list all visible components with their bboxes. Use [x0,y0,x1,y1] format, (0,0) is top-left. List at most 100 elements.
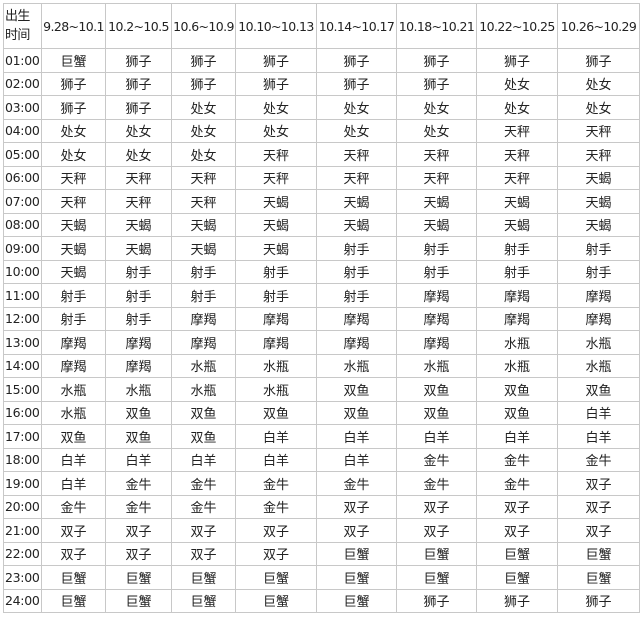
sign-cell: 金牛 [316,471,397,496]
sign-cell: 巨蟹 [557,565,640,590]
sign-cell: 水瓶 [557,330,640,355]
sign-cell: 处女 [235,118,317,143]
sign-cell: 双子 [557,518,640,543]
sign-cell: 白羊 [396,424,477,449]
sign-cell: 水瓶 [105,377,172,402]
ascendant-table: 出生时间 9.28~10.1 10.2~10.5 10.6~10.9 10.10~10… [3,3,640,613]
sign-cell: 水瓶 [171,377,236,402]
sign-cell: 天秤 [171,189,236,214]
sign-cell: 摩羯 [316,330,397,355]
birth-time-cell: 09:00 [3,236,42,261]
birth-time-cell: 17:00 [3,424,42,449]
sign-cell: 狮子 [396,48,477,73]
table-row: 08:00 天蝎 天蝎 天蝎 天蝎 天蝎 天蝎 天蝎 天蝎 [3,212,640,237]
sign-cell: 射手 [396,259,477,284]
sign-cell: 摩羯 [171,306,236,331]
birth-time-cell: 07:00 [3,189,42,214]
sign-cell: 白羊 [557,400,640,425]
sign-cell: 狮子 [105,48,172,73]
sign-cell: 摩羯 [396,330,477,355]
sign-cell: 天蝎 [171,212,236,237]
sign-cell: 射手 [105,283,172,308]
sign-cell: 巨蟹 [171,588,236,613]
sign-cell: 射手 [41,283,106,308]
sign-cell: 射手 [105,306,172,331]
sign-cell: 白羊 [235,424,317,449]
sign-cell: 水瓶 [316,353,397,378]
sign-cell: 狮子 [476,48,558,73]
date-range-header: 10.2~10.5 [105,3,172,49]
table-row: 07:00 天秤 天秤 天秤 天蝎 天蝎 天蝎 天蝎 天蝎 [3,189,640,214]
sign-cell: 狮子 [316,48,397,73]
sign-cell: 巨蟹 [105,565,172,590]
birth-time-cell: 22:00 [3,541,42,566]
sign-cell: 处女 [105,118,172,143]
sign-cell: 摩羯 [235,330,317,355]
sign-cell: 天蝎 [557,212,640,237]
birth-time-cell: 03:00 [3,95,42,120]
table-row: 04:00 处女 处女 处女 处女 处女 处女 天秤 天秤 [3,118,640,143]
sign-cell: 白羊 [316,424,397,449]
sign-cell: 射手 [316,236,397,261]
sign-cell: 天秤 [171,165,236,190]
sign-cell: 摩羯 [557,283,640,308]
sign-cell: 摩羯 [476,283,558,308]
table-row: 14:00 摩羯 摩羯 水瓶 水瓶 水瓶 水瓶 水瓶 水瓶 [3,353,640,378]
sign-cell: 处女 [41,142,106,167]
sign-cell: 双子 [235,518,317,543]
sign-cell: 天秤 [41,165,106,190]
sign-cell: 双鱼 [476,400,558,425]
birth-time-cell: 12:00 [3,306,42,331]
table-row: 21:00 双子 双子 双子 双子 双子 双子 双子 双子 [3,518,640,543]
sign-cell: 处女 [41,118,106,143]
sign-cell: 射手 [171,259,236,284]
sign-cell: 天蝎 [557,189,640,214]
birth-time-cell: 04:00 [3,118,42,143]
sign-cell: 摩羯 [396,306,477,331]
birth-time-header: 出生时间 [3,3,42,49]
table-row: 02:00 狮子 狮子 狮子 狮子 狮子 狮子 处女 处女 [3,71,640,96]
sign-cell: 白羊 [171,447,236,472]
sign-cell: 处女 [171,118,236,143]
table-row: 22:00 双子 双子 双子 双子 巨蟹 巨蟹 巨蟹 巨蟹 [3,541,640,566]
sign-cell: 摩羯 [105,353,172,378]
birth-time-cell: 02:00 [3,71,42,96]
birth-time-cell: 21:00 [3,518,42,543]
sign-cell: 天秤 [476,118,558,143]
sign-cell: 天秤 [396,165,477,190]
sign-cell: 摩羯 [557,306,640,331]
sign-cell: 天秤 [235,165,317,190]
table-row: 23:00 巨蟹 巨蟹 巨蟹 巨蟹 巨蟹 巨蟹 巨蟹 巨蟹 [3,565,640,590]
sign-cell: 金牛 [396,471,477,496]
sign-cell: 天蝎 [41,259,106,284]
sign-cell: 巨蟹 [316,588,397,613]
birth-time-cell: 18:00 [3,447,42,472]
table-row: 09:00 天蝎 天蝎 天蝎 天蝎 射手 射手 射手 射手 [3,236,640,261]
sign-cell: 金牛 [41,494,106,519]
sign-cell: 射手 [476,236,558,261]
sign-cell: 处女 [396,118,477,143]
sign-cell: 处女 [316,118,397,143]
sign-cell: 双鱼 [476,377,558,402]
sign-cell: 白羊 [105,447,172,472]
sign-cell: 金牛 [171,494,236,519]
birth-time-cell: 14:00 [3,353,42,378]
table-row: 13:00 摩羯 摩羯 摩羯 摩羯 摩羯 摩羯 水瓶 水瓶 [3,330,640,355]
sign-cell: 处女 [476,95,558,120]
sign-cell: 双鱼 [316,377,397,402]
sign-cell: 天蝎 [396,189,477,214]
sign-cell: 天蝎 [396,212,477,237]
sign-cell: 狮子 [396,588,477,613]
sign-cell: 狮子 [41,71,106,96]
table-row: 01:00 巨蟹 狮子 狮子 狮子 狮子 狮子 狮子 狮子 [3,48,640,73]
table-row: 20:00 金牛 金牛 金牛 金牛 双子 双子 双子 双子 [3,494,640,519]
sign-cell: 双子 [396,494,477,519]
sign-cell: 天蝎 [235,212,317,237]
sign-cell: 天秤 [557,118,640,143]
sign-cell: 白羊 [557,424,640,449]
sign-cell: 天蝎 [235,189,317,214]
sign-cell: 水瓶 [41,377,106,402]
sign-cell: 摩羯 [396,283,477,308]
sign-cell: 天秤 [235,142,317,167]
sign-cell: 双鱼 [105,400,172,425]
